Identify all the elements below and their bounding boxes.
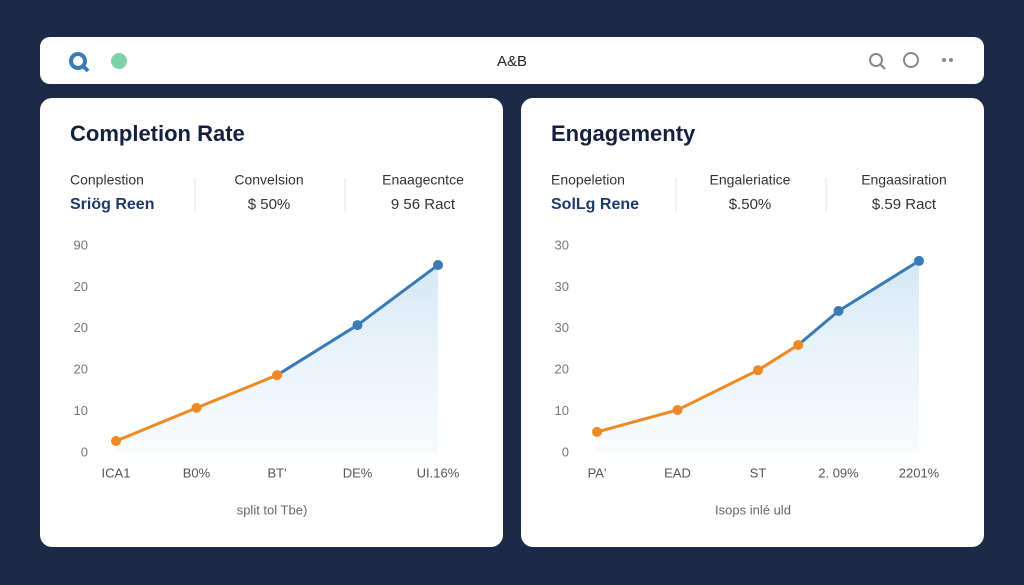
line-segment [114,406,198,443]
data-point [352,320,363,331]
x-tick-label: EAD [664,465,691,480]
x-tick-label: ST [750,465,767,480]
data-point [914,255,924,266]
data-point [833,305,844,316]
x-tick-label: B0% [183,465,211,480]
status-dot [111,53,127,69]
data-point [793,339,804,350]
y-tick-label: 0 [562,444,569,459]
y-tick-label: 20 [74,320,88,335]
x-tick-label: BT' [267,465,286,480]
app-title: A&B [497,53,527,70]
search-button-handle [879,63,886,70]
line-segment [595,408,679,434]
x-tick-label: UI.16% [417,465,460,480]
stat-label: Convelsion [234,172,303,188]
data-point [753,365,763,376]
y-tick-label: 10 [74,403,88,418]
y-tick-label: 20 [555,362,569,377]
data-point [672,404,683,415]
y-tick-label: 20 [74,279,88,294]
search-icon[interactable] [69,52,87,70]
y-tick-label: 30 [555,320,569,335]
card-title: Completion Rate [70,121,245,146]
data-point [191,402,202,413]
y-tick-label: 30 [555,237,569,252]
stat-value: Sriög Reen [70,196,154,213]
line-segment [195,373,279,410]
data-point [272,370,282,381]
area [116,265,438,453]
stat-label: Conplestion [70,172,144,188]
x-axis-label: split tol Tbe) [237,502,308,517]
area [597,260,919,453]
stat-value: SolLg Rene [551,196,639,213]
line-segment [796,309,840,347]
y-tick-label: 90 [74,237,88,252]
stat-label: Enaagecntce [382,172,464,188]
data-point [592,426,602,437]
data-point [111,435,121,446]
y-tick-label: 10 [555,403,569,418]
stat-value: $.59 Ract [872,196,937,213]
line-segment [756,343,800,372]
x-tick-label: DE% [343,465,373,480]
stat-label: Engaleriatice [710,172,791,188]
line-segment [676,368,760,412]
y-tick-label: 30 [555,279,569,294]
stat-value: $ 50% [248,196,291,213]
line-segment [275,323,359,377]
stat-value: $.50% [729,196,772,213]
more-button[interactable] [942,58,953,62]
search-button[interactable] [869,53,883,67]
line-segment [356,263,440,327]
stat-label: Enopeletion [551,172,625,188]
y-tick-label: 0 [81,444,88,459]
y-tick-label: 20 [74,362,88,377]
top-bar [40,37,984,84]
stat-label: Engaasiration [861,172,947,188]
stat-value: 9 56 Ract [391,196,456,213]
x-tick-label: PA' [588,465,607,480]
search-icon-handle [81,64,90,73]
line-segment [837,259,921,313]
x-tick-label: 2. 09% [818,465,859,480]
x-axis-label: Isops inlé uld [715,502,791,517]
data-point [433,260,443,271]
x-tick-label: ICA1 [102,465,131,480]
zoom-button[interactable] [903,52,919,68]
x-tick-label: 2201% [899,465,940,480]
card-title: Engagementy [551,121,696,146]
